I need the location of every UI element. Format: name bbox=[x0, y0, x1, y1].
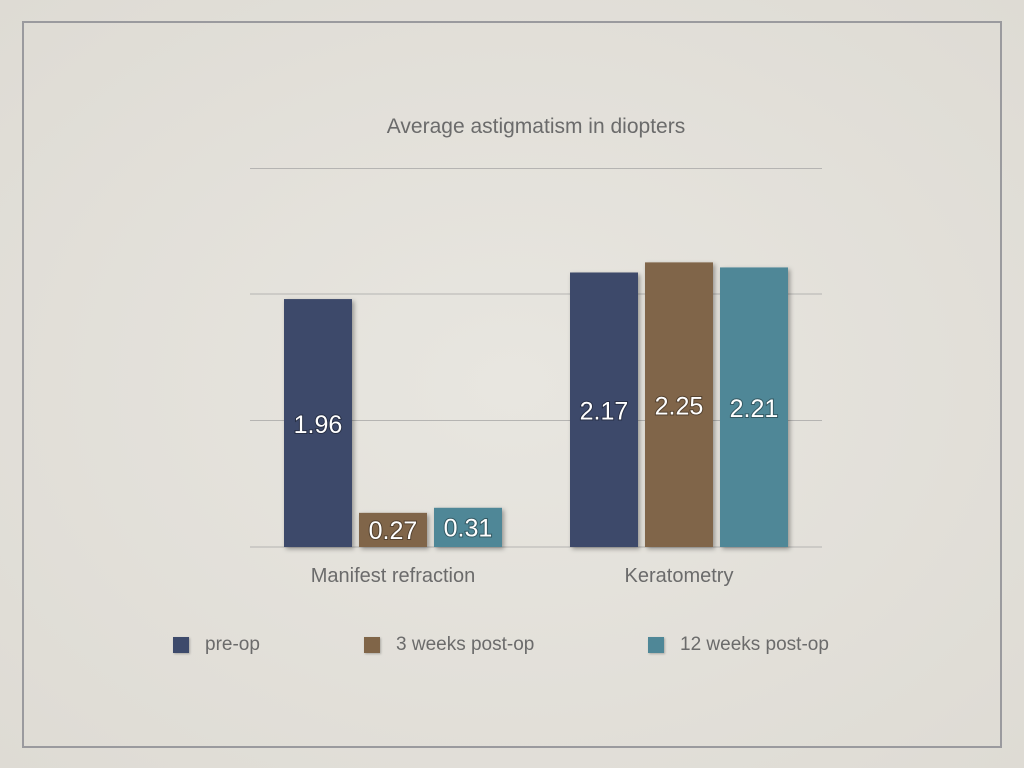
data-label-0-1: 0.27 bbox=[369, 517, 418, 545]
bar-0-1 bbox=[359, 512, 427, 547]
legend-swatch-pre-op bbox=[173, 637, 189, 653]
bar-1-0 bbox=[570, 272, 638, 547]
data-label-1-0: 2.17 bbox=[580, 398, 629, 426]
legend-item-3-weeks: 3 weeks post-op bbox=[364, 633, 534, 657]
bar-1-2 bbox=[720, 267, 788, 547]
bar-1-1 bbox=[645, 262, 713, 547]
legend-swatch-12-weeks bbox=[648, 637, 664, 653]
legend-label-3-weeks: 3 weeks post-op bbox=[396, 634, 535, 655]
data-label-1-2: 2.21 bbox=[730, 395, 779, 423]
category-label-0: Manifest refraction bbox=[311, 565, 476, 587]
chart-title: Average astigmatism in diopters bbox=[386, 115, 686, 138]
legend-swatch-3-weeks bbox=[364, 637, 380, 653]
legend-label-12-weeks: 12 weeks post-op bbox=[680, 634, 829, 655]
data-label-0-2: 0.31 bbox=[444, 514, 493, 542]
bar-0-0 bbox=[284, 299, 352, 547]
bar-0-2 bbox=[434, 507, 502, 547]
legend-item-12-weeks: 12 weeks post-op bbox=[648, 633, 829, 657]
legend-label-pre-op: pre-op bbox=[205, 634, 260, 655]
title-rule bbox=[250, 168, 822, 169]
legend-item-pre-op: pre-op bbox=[173, 633, 260, 657]
data-label-0-0: 1.96 bbox=[294, 411, 343, 439]
data-label-1-1: 2.25 bbox=[655, 393, 704, 421]
slide-frame bbox=[22, 21, 1002, 748]
category-label-1: Keratometry bbox=[625, 565, 734, 587]
